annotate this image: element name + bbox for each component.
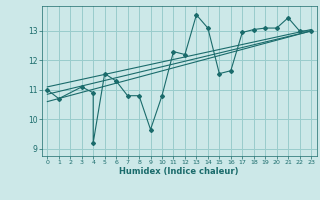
X-axis label: Humidex (Indice chaleur): Humidex (Indice chaleur) bbox=[119, 167, 239, 176]
